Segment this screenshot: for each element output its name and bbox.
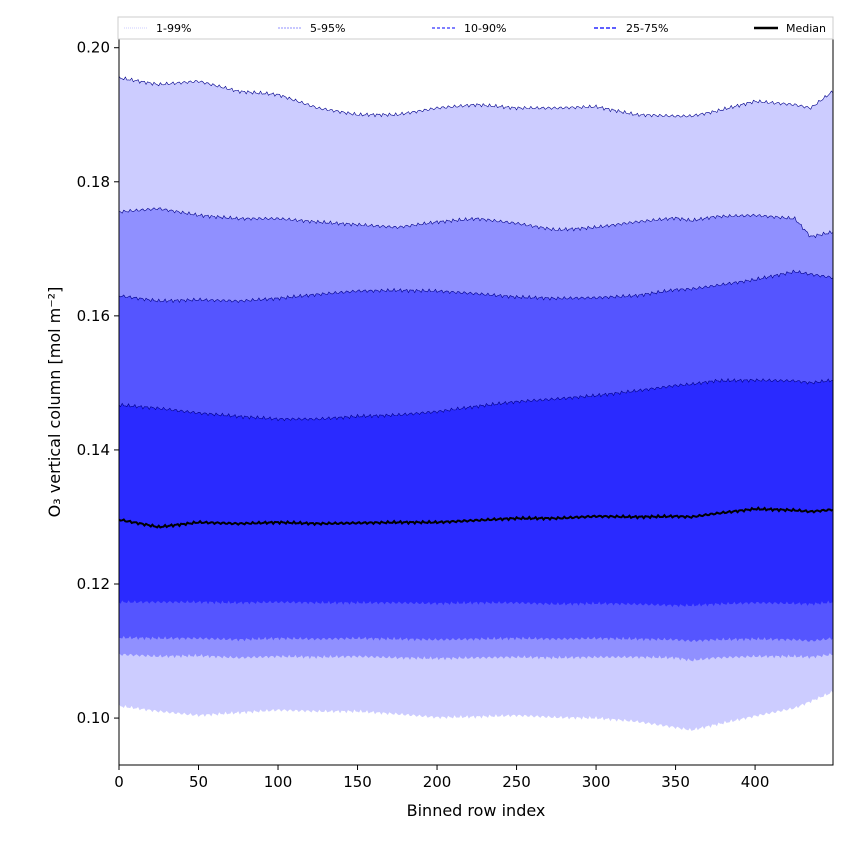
y-tick-label: 0.18 xyxy=(77,173,110,191)
x-tick-label: 50 xyxy=(189,773,208,791)
legend-label-Median: Median xyxy=(786,22,826,35)
x-tick-label: 400 xyxy=(741,773,770,791)
y-tick-label: 0.10 xyxy=(77,709,110,727)
band-upper-line-10-90% xyxy=(118,269,834,304)
legend: 1-99% 5-95% 10-90% 25-75% Median xyxy=(117,16,834,40)
median-layer xyxy=(118,506,834,529)
y-tick-label: 0.16 xyxy=(77,307,110,325)
legend-box xyxy=(117,16,834,40)
legend-label-25-75%: 25-75% xyxy=(626,22,668,35)
legend-label-10-90%: 10-90% xyxy=(464,22,506,35)
y-tick-label: 0.14 xyxy=(77,441,110,459)
x-axis: 0 50 100 150 200 250 300 350 400 xyxy=(114,765,769,791)
x-tick-label: 300 xyxy=(582,773,611,791)
y-axis-label: O₃ vertical column [mol m⁻²] xyxy=(45,287,64,518)
band-upper-line-25-75% xyxy=(118,378,834,422)
x-tick-label: 200 xyxy=(423,773,452,791)
y-axis: 0.10 0.12 0.14 0.16 0.18 0.20 xyxy=(77,39,119,727)
band-layer xyxy=(118,75,834,731)
band-upper-line-5-95% xyxy=(118,207,834,239)
band-25-75% xyxy=(119,378,833,608)
legend-label-5-95%: 5-95% xyxy=(310,22,345,35)
band-upper-line-1-99% xyxy=(118,75,834,118)
x-axis-label: Binned row index xyxy=(407,801,546,820)
x-tick-label: 250 xyxy=(502,773,531,791)
median-line xyxy=(118,506,834,529)
y-tick-label: 0.20 xyxy=(77,39,110,57)
x-tick-label: 0 xyxy=(114,773,124,791)
y-tick-label: 0.12 xyxy=(77,575,110,593)
x-tick-label: 100 xyxy=(264,773,293,791)
legend-label-1-99%: 1-99% xyxy=(156,22,191,35)
x-tick-label: 350 xyxy=(661,773,690,791)
x-tick-label: 150 xyxy=(343,773,372,791)
